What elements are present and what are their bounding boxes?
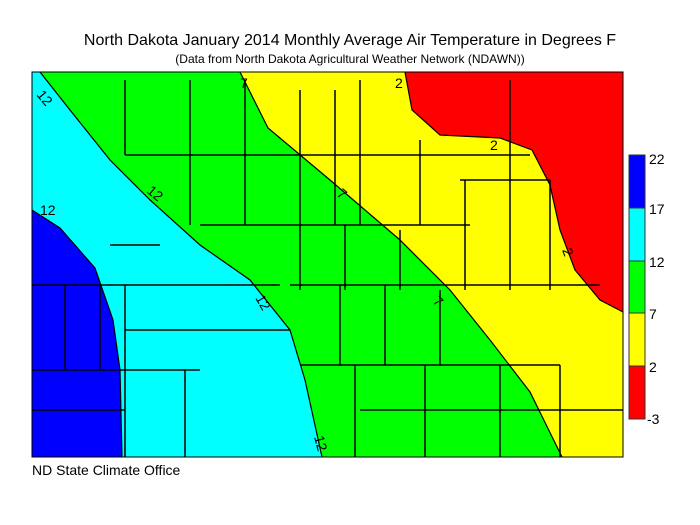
legend-tick: 17 xyxy=(649,201,665,217)
contour-label: 12 xyxy=(311,434,331,453)
legend: 22 17 12 7 2 -3 xyxy=(628,151,665,427)
legend-bin-green xyxy=(628,260,646,314)
legend-tick: -3 xyxy=(647,411,660,427)
contour-label: 2 xyxy=(395,75,403,91)
contour-label: 12 xyxy=(252,292,274,314)
zone-blue xyxy=(32,210,122,457)
map-subtitle: (Data from North Dakota Agricultural Wea… xyxy=(175,52,525,66)
legend-tick: 22 xyxy=(649,151,665,167)
legend-tick: 7 xyxy=(649,306,657,322)
legend-bin-red xyxy=(628,365,646,420)
map-title: North Dakota January 2014 Monthly Averag… xyxy=(83,32,617,49)
legend-bin-yellow xyxy=(628,312,646,367)
contour-label: 7 xyxy=(240,75,248,91)
state-border xyxy=(31,71,624,458)
legend-tick: 12 xyxy=(649,254,665,270)
contour-label-group: 12 12 12 12 12 7 7 7 2 2 2 xyxy=(34,75,577,453)
legend-tick: 2 xyxy=(649,359,657,375)
contour-label: 12 xyxy=(40,202,56,218)
footer-credit: ND State Climate Office xyxy=(32,462,181,478)
legend-bin-cyan xyxy=(628,207,646,262)
county-lines xyxy=(32,80,623,457)
contour-label: 2 xyxy=(490,137,498,153)
legend-bin-blue xyxy=(628,154,646,209)
